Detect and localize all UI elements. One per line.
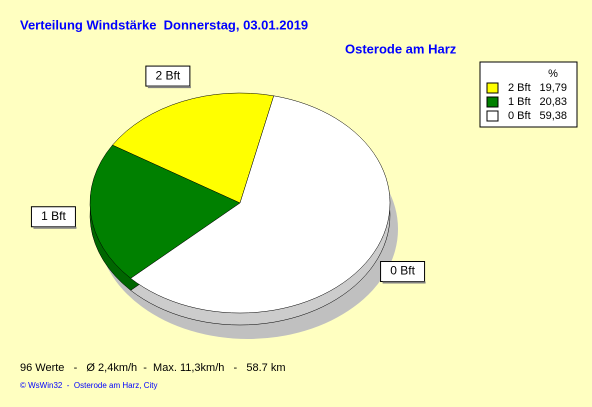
chart-subtitle: Osterode am Harz <box>345 41 457 56</box>
legend-label: 1 Bft <box>508 96 531 108</box>
legend-label: 0 Bft <box>508 110 531 122</box>
slice-label: 2 Bft <box>156 68 181 82</box>
legend-swatch <box>486 96 499 108</box>
footer-stats: 96 Werte - Ø 2,4km/h - Max. 11,3km/h - 5… <box>20 362 286 374</box>
slice <box>112 92 275 204</box>
slice-label: 1 Bft <box>41 209 66 223</box>
legend-swatch <box>486 82 499 94</box>
slice <box>89 144 241 279</box>
legend-value: 19,79 <box>539 82 567 94</box>
legend-title: % <box>548 68 558 80</box>
slice-label: 0 Bft <box>390 264 415 278</box>
legend-value: 20,83 <box>539 96 567 108</box>
legend-swatch <box>486 110 499 122</box>
chart-title: Verteilung Windstärke Donnerstag, 03.01.… <box>20 17 308 32</box>
footer-credit: © WsWin32 - Osterode am Harz, City <box>20 381 157 390</box>
legend-label: 2 Bft <box>508 82 531 94</box>
legend-value: 59,38 <box>539 110 567 122</box>
slice <box>130 95 391 314</box>
